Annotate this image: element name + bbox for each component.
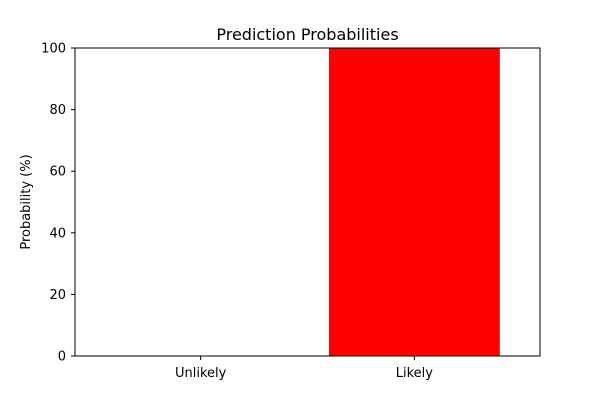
y-axis: 0 20 40 60 80 100 (41, 42, 75, 365)
x-axis: Unlikely Likely (175, 356, 433, 381)
bar-series (328, 48, 500, 356)
plot-frame (74, 47, 541, 357)
x-tick-label: Unlikely (175, 366, 227, 381)
y-tick-label: 60 (49, 165, 66, 180)
y-tick-label: 40 (49, 226, 66, 241)
chart-title: Prediction Probabilities (216, 25, 398, 44)
x-tick-label: Likely (396, 366, 434, 381)
y-tick-label: 20 (49, 288, 66, 303)
y-tick-label: 0 (58, 350, 66, 365)
bar-likely (328, 48, 500, 356)
y-tick-label: 80 (49, 103, 66, 118)
y-tick-label: 100 (41, 42, 66, 57)
y-axis-label: Probability (%) (19, 154, 34, 249)
